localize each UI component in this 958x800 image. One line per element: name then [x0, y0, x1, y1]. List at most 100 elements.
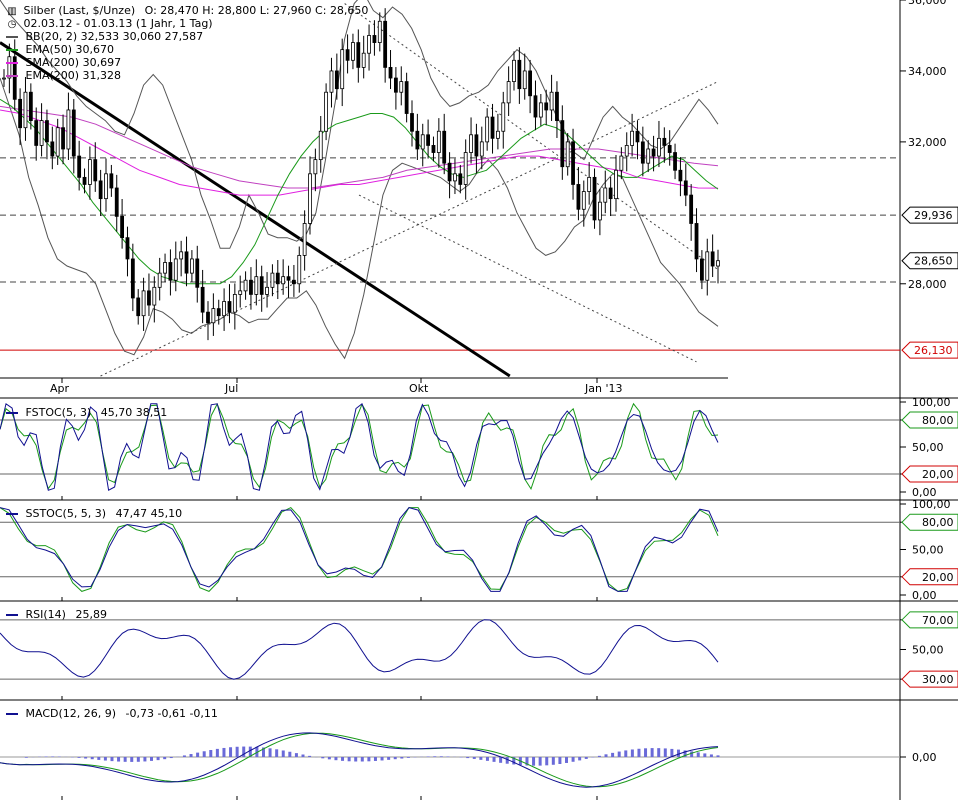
- candle-body[interactable]: [18, 98, 23, 129]
- indicator-panels[interactable]: [0, 402, 900, 788]
- candle-body[interactable]: [544, 102, 549, 111]
- candle-body[interactable]: [163, 262, 167, 274]
- legend-bb[interactable]: BB(20, 2) 32,533 30,060 27,587: [6, 30, 368, 43]
- candle-body[interactable]: [125, 237, 130, 260]
- candle-body[interactable]: [232, 294, 237, 313]
- candle-body[interactable]: [334, 70, 339, 90]
- candle-body[interactable]: [34, 120, 39, 146]
- candle-body[interactable]: [592, 176, 597, 221]
- candle-body[interactable]: [318, 130, 323, 161]
- candle-body[interactable]: [565, 141, 570, 168]
- candle-body[interactable]: [109, 173, 114, 189]
- candle-body[interactable]: [608, 187, 613, 200]
- candle-body[interactable]: [329, 70, 334, 93]
- candle-body[interactable]: [576, 184, 581, 210]
- candle-body[interactable]: [533, 95, 538, 118]
- candle-body[interactable]: [678, 169, 683, 182]
- candle-body[interactable]: [501, 102, 506, 132]
- candle-body[interactable]: [286, 276, 291, 281]
- candle-body[interactable]: [93, 159, 98, 182]
- candle-body[interactable]: [367, 35, 371, 54]
- candle-body[interactable]: [281, 276, 286, 285]
- candle-body[interactable]: [528, 70, 533, 97]
- candle-body[interactable]: [506, 81, 511, 104]
- candle-body[interactable]: [490, 116, 495, 139]
- candle-body[interactable]: [469, 134, 473, 153]
- candle-body[interactable]: [630, 130, 635, 146]
- candle-body[interactable]: [291, 279, 296, 285]
- candle-body[interactable]: [597, 201, 602, 221]
- candle-body[interactable]: [635, 130, 640, 143]
- candle-body[interactable]: [410, 113, 414, 132]
- candle-body[interactable]: [147, 290, 151, 306]
- candle-body[interactable]: [442, 130, 447, 164]
- candle-body[interactable]: [87, 159, 92, 185]
- candle-body[interactable]: [275, 272, 280, 285]
- candle-body[interactable]: [227, 301, 232, 313]
- candle-body[interactable]: [45, 120, 49, 143]
- candle-body[interactable]: [313, 159, 318, 175]
- candle-body[interactable]: [657, 137, 661, 157]
- candle-body[interactable]: [651, 148, 656, 157]
- candle-body[interactable]: [136, 297, 141, 317]
- candle-body[interactable]: [77, 155, 82, 178]
- candle-body[interactable]: [393, 77, 398, 93]
- candle-body[interactable]: [485, 116, 490, 143]
- candle-body[interactable]: [351, 42, 355, 61]
- candle-body[interactable]: [249, 279, 253, 295]
- candle-body[interactable]: [222, 301, 227, 317]
- candle-body[interactable]: [587, 176, 592, 192]
- candle-body[interactable]: [270, 272, 275, 288]
- candle-body[interactable]: [581, 191, 586, 210]
- candle-body[interactable]: [195, 258, 200, 288]
- candle-body[interactable]: [560, 120, 565, 168]
- candle-body[interactable]: [302, 223, 307, 256]
- candle-body[interactable]: [640, 141, 645, 164]
- candle-body[interactable]: [211, 308, 216, 324]
- candle-body[interactable]: [426, 134, 431, 146]
- candle-body[interactable]: [189, 258, 194, 274]
- candle-body[interactable]: [619, 155, 624, 171]
- candle-body[interactable]: [173, 258, 178, 281]
- candle-body[interactable]: [710, 251, 715, 267]
- candle-body[interactable]: [66, 109, 71, 150]
- candle-body[interactable]: [694, 223, 699, 260]
- candle-body[interactable]: [130, 258, 135, 299]
- candle-body[interactable]: [259, 276, 264, 295]
- candle-body[interactable]: [571, 141, 575, 185]
- candle-body[interactable]: [447, 162, 452, 182]
- candle-body[interactable]: [114, 187, 119, 217]
- candle-body[interactable]: [12, 56, 17, 100]
- candle-body[interactable]: [206, 311, 210, 324]
- candle-body[interactable]: [104, 173, 108, 200]
- candle-body[interactable]: [495, 130, 500, 139]
- candle-body[interactable]: [184, 251, 189, 274]
- candle-body[interactable]: [662, 137, 667, 146]
- candle-body[interactable]: [254, 276, 259, 295]
- candle-body[interactable]: [71, 109, 76, 157]
- candle-body[interactable]: [603, 187, 608, 203]
- candle-body[interactable]: [699, 258, 704, 281]
- candle-body[interactable]: [538, 102, 543, 118]
- candle-body[interactable]: [431, 145, 436, 153]
- candle-body[interactable]: [614, 169, 618, 200]
- candle-body[interactable]: [7, 56, 12, 79]
- candle-body[interactable]: [683, 180, 688, 196]
- candle-body[interactable]: [517, 59, 522, 90]
- candle-body[interactable]: [512, 59, 516, 82]
- candle-body[interactable]: [168, 262, 173, 281]
- candle-body[interactable]: [555, 91, 559, 122]
- candle-body[interactable]: [39, 120, 44, 146]
- price-chart[interactable]: [0, 0, 900, 378]
- candle-body[interactable]: [152, 286, 157, 306]
- candle-body[interactable]: [157, 272, 162, 288]
- candle-body[interactable]: [216, 308, 221, 317]
- candle-body[interactable]: [340, 49, 345, 90]
- candle-body[interactable]: [479, 141, 484, 157]
- legend-sma200[interactable]: SMA(200) 30,697: [6, 56, 368, 69]
- candle-body[interactable]: [141, 290, 146, 317]
- candle-body[interactable]: [356, 42, 361, 68]
- candle-body[interactable]: [61, 127, 65, 150]
- candle-body[interactable]: [549, 91, 554, 111]
- candle-body[interactable]: [120, 215, 125, 239]
